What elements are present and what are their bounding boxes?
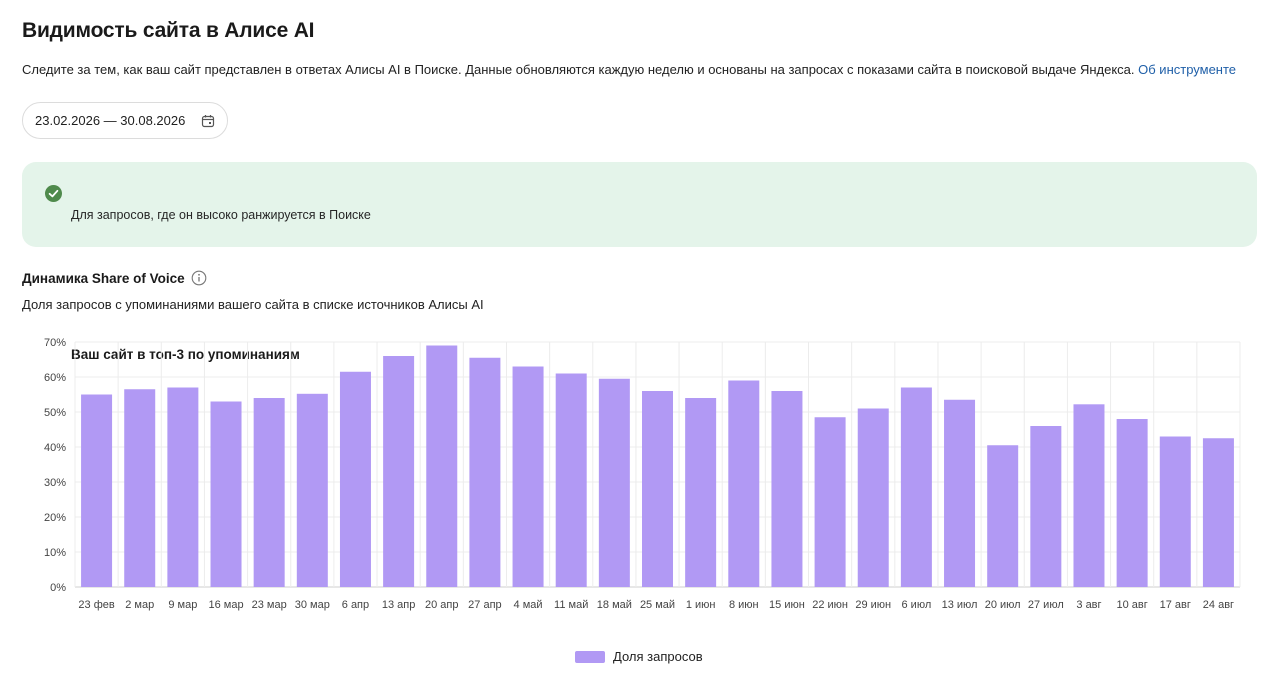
bar — [944, 399, 976, 587]
x-tick-label: 20 июл — [985, 599, 1021, 611]
x-tick-label: 6 июл — [902, 599, 932, 611]
about-tool-link[interactable]: Об инструменте — [1138, 62, 1237, 77]
x-tick-label: 6 апр — [342, 599, 369, 611]
x-tick-label: 27 апр — [468, 599, 501, 611]
bar — [598, 378, 630, 587]
bar — [771, 391, 803, 587]
chart-legend[interactable]: Доля запросов — [575, 649, 703, 664]
top3-alert: Ваш сайт в топ-3 по упоминаниям Для запр… — [22, 162, 1257, 362]
x-tick-label: 3 авг — [1076, 599, 1101, 611]
x-tick-label: 10 авг — [1116, 599, 1147, 611]
bar — [81, 394, 113, 587]
x-tick-label: 20 апр — [425, 599, 458, 611]
y-tick-label: 50% — [44, 407, 66, 419]
bar — [1159, 436, 1191, 587]
y-tick-label: 30% — [44, 477, 66, 489]
check-circle-icon — [45, 185, 62, 202]
x-tick-label: 9 мар — [168, 599, 197, 611]
info-icon[interactable] — [191, 270, 207, 286]
bar — [167, 387, 199, 587]
bar — [1116, 419, 1148, 587]
bar — [814, 417, 846, 587]
bar — [642, 391, 673, 587]
page-description: Следите за тем, как ваш сайт представлен… — [22, 62, 1236, 77]
date-range-picker[interactable]: 23.02.2026 — 30.08.2026 — [22, 102, 228, 139]
bar — [857, 408, 889, 587]
x-tick-label: 16 мар — [208, 599, 243, 611]
bar — [987, 445, 1019, 587]
bar — [124, 389, 156, 587]
chart-title-text: Динамика Share of Voice — [22, 270, 185, 286]
x-tick-label: 1 июн — [686, 599, 716, 611]
y-tick-label: 40% — [44, 442, 66, 454]
x-tick-label: 27 июл — [1028, 599, 1064, 611]
x-tick-label: 8 июн — [729, 599, 759, 611]
y-tick-label: 70% — [44, 337, 66, 349]
y-tick-label: 60% — [44, 372, 66, 384]
x-tick-label: 11 май — [554, 599, 588, 611]
bar — [728, 380, 760, 587]
y-tick-label: 10% — [44, 547, 66, 559]
bar — [339, 371, 371, 587]
x-tick-label: 13 апр — [382, 599, 415, 611]
bar — [1073, 404, 1105, 587]
calendar-icon — [201, 114, 215, 128]
chart-subtitle: Доля запросов с упоминаниями вашего сайт… — [22, 297, 484, 312]
x-tick-label: 17 авг — [1160, 599, 1191, 611]
legend-label: Доля запросов — [613, 649, 703, 664]
x-tick-label: 4 май — [514, 599, 543, 611]
x-tick-label: 15 июн — [769, 599, 805, 611]
share-of-voice-chart: 0% 10% 20% 30% 40% 50% 60% 70% 23 фев 2 мар 9 мар 1… — [44, 337, 1241, 611]
alert-subtitle: Для запросов, где он высоко ранжируется … — [71, 208, 371, 222]
chart-title: Динамика Share of Voice — [22, 270, 207, 286]
date-range-value: 23.02.2026 — 30.08.2026 — [35, 113, 186, 128]
x-tick-label: 2 мар — [125, 599, 154, 611]
page-title: Видимость сайта в Алисе AI — [22, 19, 315, 42]
x-tick-label: 23 фев — [78, 599, 114, 611]
bar — [685, 398, 717, 587]
bar — [1202, 438, 1234, 587]
alert-title: Ваш сайт в топ-3 по упоминаниям — [71, 347, 300, 362]
legend-swatch — [575, 650, 605, 663]
bar — [1030, 426, 1062, 587]
x-tick-label: 25 май — [640, 599, 675, 611]
x-tick-label: 22 июн — [812, 599, 848, 611]
bar — [900, 387, 932, 587]
bar — [296, 393, 328, 587]
description-text: Следите за тем, как ваш сайт представлен… — [22, 62, 1135, 77]
bar — [555, 373, 587, 587]
x-tick-label: 29 июн — [855, 599, 891, 611]
x-tick-label: 18 май — [597, 599, 632, 611]
x-tick-label: 13 июл — [942, 599, 978, 611]
bar — [210, 401, 242, 587]
x-tick-label: 24 авг — [1203, 599, 1234, 611]
bar — [426, 345, 458, 587]
bar — [383, 356, 415, 587]
y-tick-label: 20% — [44, 512, 66, 524]
bar — [512, 366, 544, 587]
x-tick-label: 23 мар — [252, 599, 287, 611]
y-tick-label: 0% — [50, 582, 66, 594]
x-tick-label: 30 мар — [295, 599, 330, 611]
bar — [469, 357, 501, 587]
bar — [253, 398, 285, 587]
